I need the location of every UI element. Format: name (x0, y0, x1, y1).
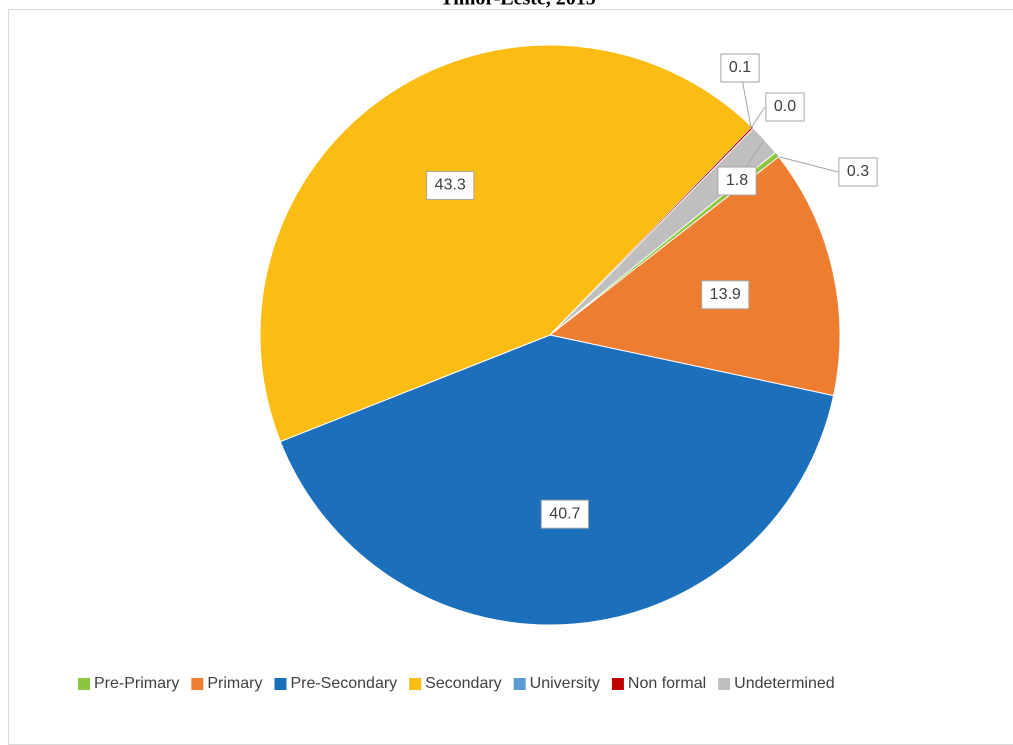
data-label: 0.3 (847, 163, 869, 180)
legend-label: Pre-Primary (94, 675, 179, 692)
pie-slice (279, 334, 835, 626)
legend-label: Pre-Secondary (290, 675, 397, 692)
legend-label: Secondary (425, 675, 502, 692)
legend-swatch (611, 678, 624, 690)
data-label-box (717, 166, 757, 196)
legend-swatch (78, 678, 90, 690)
data-label: 43.3 (435, 177, 466, 194)
legend-label: Primary (207, 675, 262, 692)
legend-swatch (513, 678, 526, 690)
legend-label: Undetermined (734, 675, 835, 692)
data-label-box (765, 92, 805, 122)
data-label: 40.7 (549, 505, 580, 522)
legend-swatch (274, 678, 287, 690)
legend-label: University (530, 675, 600, 692)
data-label-box (540, 499, 589, 529)
legend-label: Non formal (628, 675, 706, 692)
legend-swatch (191, 678, 204, 690)
data-label: 1.8 (726, 172, 748, 189)
data-label: 13.9 (710, 286, 741, 303)
chart-title: Timor-Leste, 2015 (440, 0, 596, 10)
pie-slice (259, 44, 753, 443)
data-label: 0.0 (774, 98, 796, 115)
data-label-box (720, 53, 760, 83)
legend-swatch (409, 678, 422, 690)
data-label-box (701, 280, 750, 310)
legend-swatch (718, 678, 731, 690)
pie-slice (548, 156, 841, 397)
pie-slice (550, 152, 779, 335)
leader-line (750, 106, 766, 129)
leader-line (775, 155, 839, 173)
data-label-box (838, 157, 878, 187)
data-label: 0.1 (729, 59, 751, 76)
data-label-box (426, 170, 475, 200)
